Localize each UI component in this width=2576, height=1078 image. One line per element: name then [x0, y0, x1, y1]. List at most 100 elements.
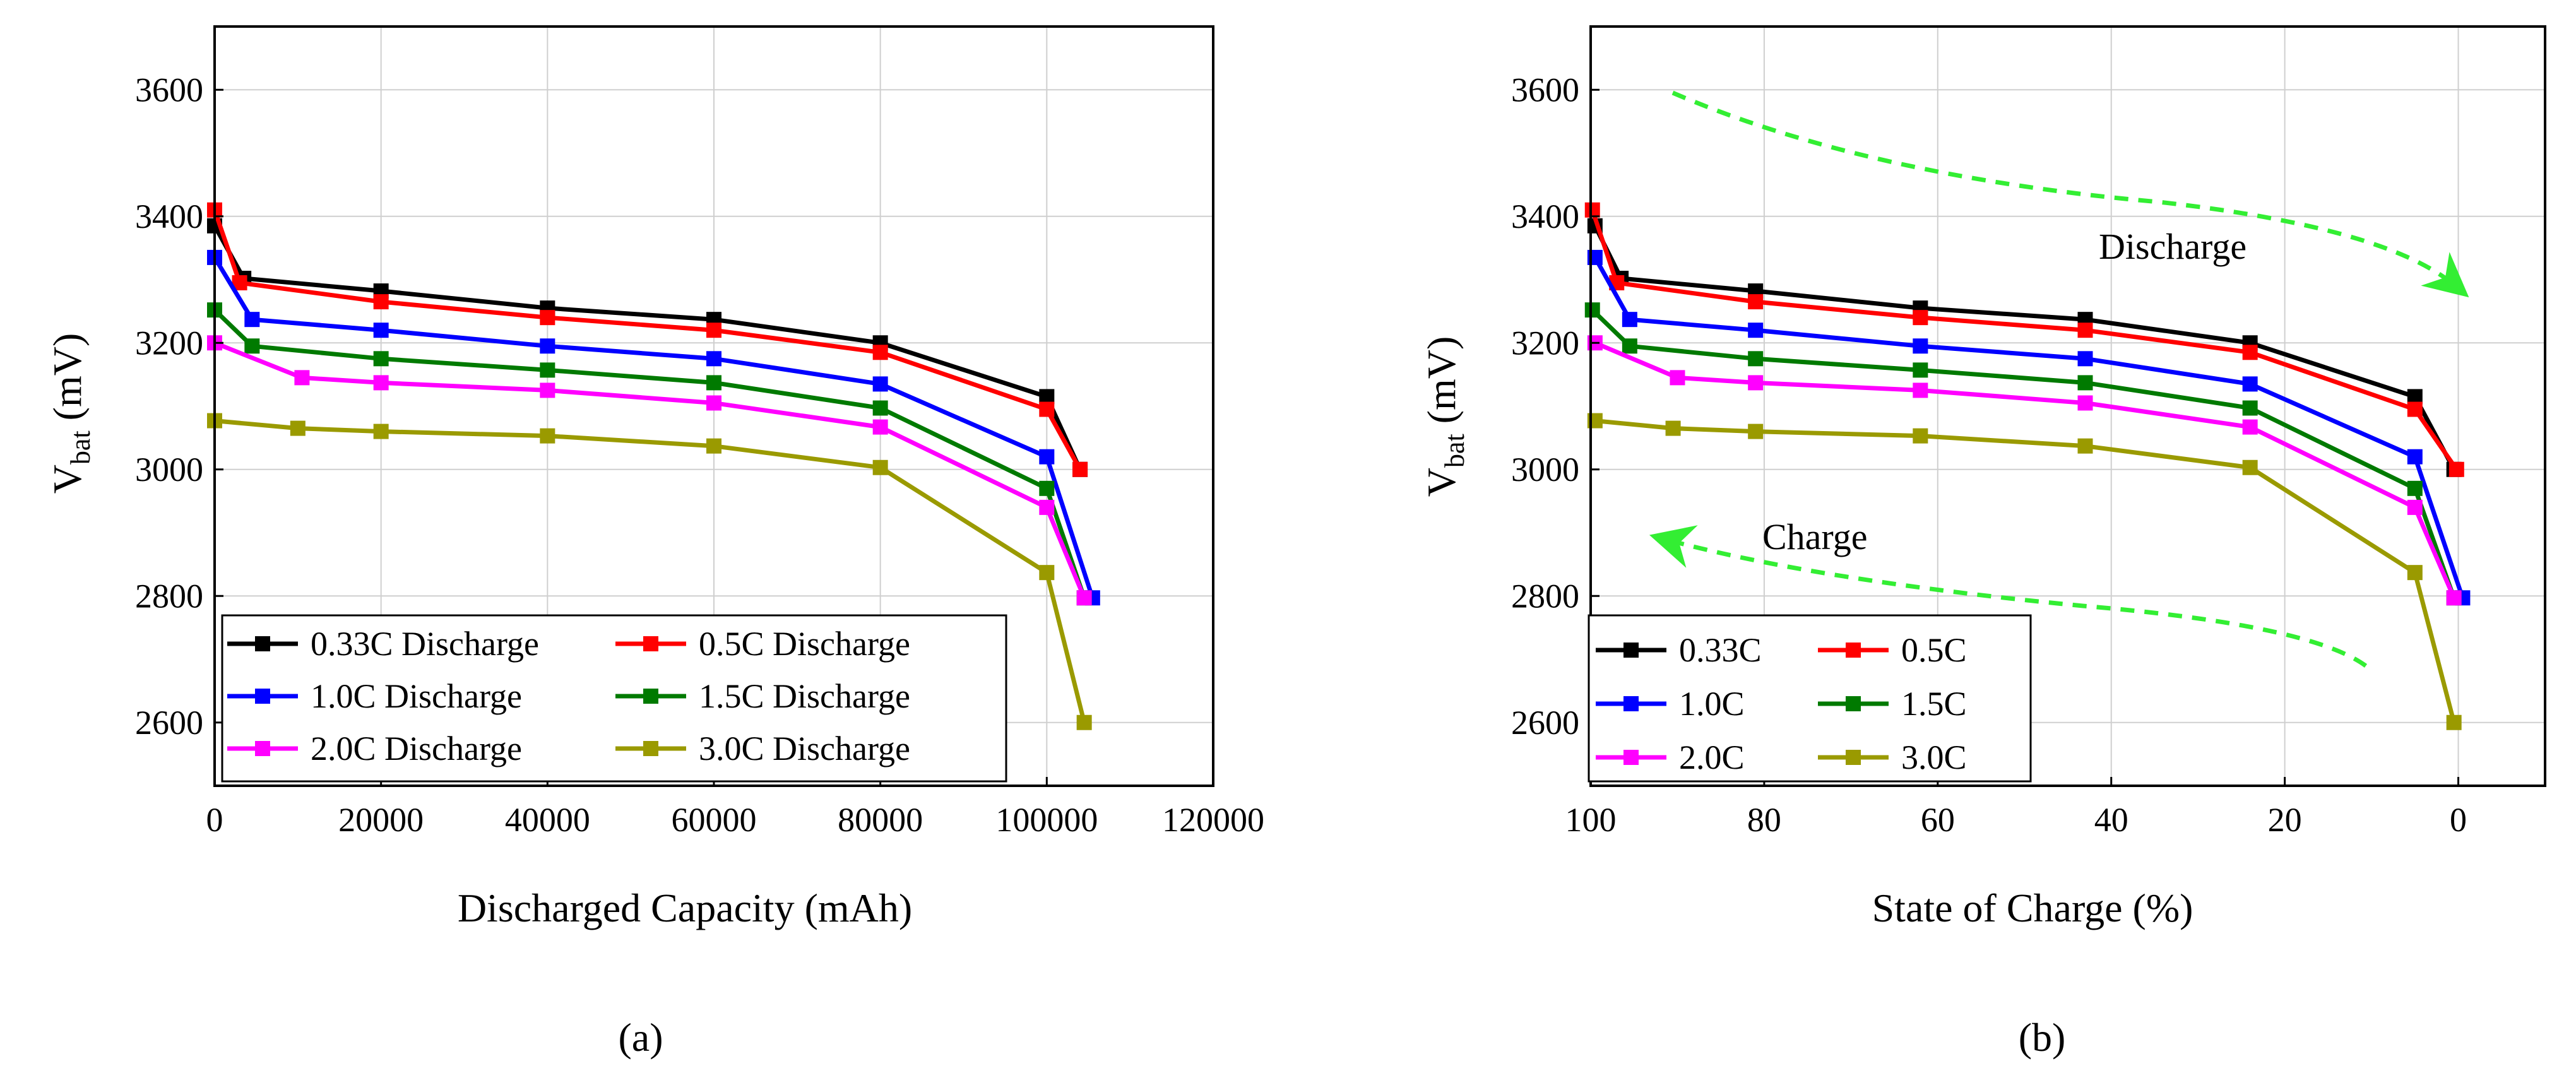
data-point — [2407, 480, 2423, 496]
legend-entry: 1.0C — [1596, 685, 1745, 723]
annotation-charge: Charge — [1762, 516, 1867, 557]
data-point — [2446, 714, 2462, 730]
y-tick-label: 2600 — [1511, 704, 1579, 742]
y-tick-label: 3600 — [135, 71, 203, 109]
legend-entry: 1.5C Discharge — [615, 677, 910, 715]
legend-label: 1.5C — [1901, 685, 1967, 723]
series-1_5C-b — [1584, 302, 2462, 606]
x-tick-label: 60 — [1921, 801, 1955, 839]
data-point — [2077, 323, 2093, 338]
legend-label: 1.0C Discharge — [311, 677, 522, 715]
series-1_5C-a — [207, 302, 1092, 606]
data-point — [540, 382, 555, 398]
panel-caption-a: (a) — [618, 1015, 663, 1060]
panel-a: 0 20000 40000 60000 80000 100000 120000 2600 28… — [45, 25, 1264, 1060]
legend-label: 1.0C — [1679, 685, 1745, 723]
legend-swatch-marker — [1846, 643, 1861, 658]
data-point — [290, 420, 306, 436]
series-line — [1594, 341, 2456, 599]
x-tick-label: 80000 — [838, 801, 923, 839]
y-tick-label: 3000 — [1511, 451, 1579, 489]
series-line — [212, 225, 1083, 471]
data-point — [2407, 401, 2423, 417]
data-point — [2077, 351, 2093, 367]
data-point — [1670, 370, 1685, 386]
legend-box-a — [221, 614, 1007, 783]
data-point — [706, 438, 721, 454]
y-axis-ticks-a: 2600 2800 3000 3200 3400 3600 — [135, 71, 223, 742]
legend-swatch-marker — [1623, 696, 1639, 711]
y-tick-label: 2800 — [1511, 577, 1579, 615]
data-point — [244, 312, 260, 328]
legend-a: 0.33C Discharge 0.5C Discharge 1.0C Discha… — [221, 614, 1007, 783]
y-axis-label-sub-b: bat — [1439, 434, 1470, 468]
legend-swatch-marker — [643, 636, 658, 651]
data-point — [1039, 401, 1055, 417]
x-axis-label-a: Discharged Capacity (mAh) — [458, 886, 912, 930]
y-axis-label-b: Vbat (mV) — [1419, 336, 1470, 497]
legend-entry: 0.33C Discharge — [227, 625, 539, 663]
data-point — [2407, 389, 2423, 405]
data-point — [2407, 449, 2423, 465]
data-point — [1584, 302, 1600, 318]
data-point — [373, 375, 389, 391]
legend-label: 2.0C — [1679, 738, 1745, 776]
data-point — [1076, 714, 1092, 730]
data-point — [2407, 499, 2423, 515]
legend-entry: 1.5C — [1818, 685, 1967, 723]
data-point — [1076, 590, 1092, 606]
data-point — [1748, 351, 1764, 367]
data-point — [1913, 310, 1928, 326]
legend-label: 0.5C Discharge — [699, 625, 910, 663]
legend-entry: 2.0C Discharge — [227, 730, 522, 767]
data-point — [373, 351, 389, 367]
legend-swatch-marker — [1623, 750, 1639, 765]
legend-entry: 0.5C — [1818, 631, 1967, 669]
y-axis-label-a: Vbat (mV) — [45, 333, 96, 494]
legend-swatch-marker — [643, 689, 658, 704]
x-tick-label: 40000 — [505, 801, 590, 839]
y-tick-label: 3400 — [1511, 198, 1579, 235]
y-tick-label: 3200 — [135, 324, 203, 362]
data-point — [373, 424, 389, 439]
legend-swatch-marker — [255, 741, 270, 756]
legend-label: 3.0C — [1901, 738, 1967, 776]
series-line — [214, 418, 1087, 723]
data-point — [1913, 382, 1928, 398]
legend-swatch-marker — [1623, 643, 1639, 658]
data-point — [872, 345, 888, 360]
series-2_0C-b — [1587, 335, 2462, 606]
legend-b: 0.33C 0.5C 1.0C 1.5C 2.0C 3.0C — [1588, 614, 2032, 783]
data-point — [2242, 459, 2258, 475]
data-point — [2242, 345, 2258, 360]
data-point — [2077, 438, 2093, 454]
data-point — [2242, 419, 2258, 435]
y-axis-label-unit-a: (mV) — [45, 333, 90, 421]
data-point — [2077, 375, 2093, 391]
data-point — [1039, 499, 1055, 515]
x-tick-label: 80 — [1747, 801, 1781, 839]
y-axis-ticks-b: 2600 2800 3000 3200 3400 3600 — [1511, 71, 1600, 742]
data-point — [1584, 202, 1600, 218]
charge-arrow — [1649, 525, 2368, 668]
series-line — [1594, 418, 2457, 723]
series-line — [1593, 225, 2456, 471]
series-line — [1593, 256, 2465, 599]
x-tick-label: 40 — [2094, 801, 2128, 839]
data-point — [872, 459, 888, 475]
y-tick-label: 2800 — [135, 577, 203, 615]
legend-swatch-marker — [255, 636, 270, 651]
data-point — [1622, 338, 1637, 354]
data-point — [1913, 428, 1928, 444]
data-point — [706, 395, 721, 411]
annotation-discharge: Discharge — [2099, 226, 2247, 267]
data-point — [244, 338, 260, 354]
y-tick-label: 2600 — [135, 704, 203, 742]
x-tick-label: 120000 — [1162, 801, 1264, 839]
data-point — [1665, 420, 1681, 436]
x-tick-label: 100 — [1565, 801, 1617, 839]
data-point — [872, 376, 888, 392]
legend-entry: 3.0C — [1818, 738, 1967, 776]
data-point — [1039, 389, 1055, 405]
x-tick-label: 0 — [2450, 801, 2467, 839]
